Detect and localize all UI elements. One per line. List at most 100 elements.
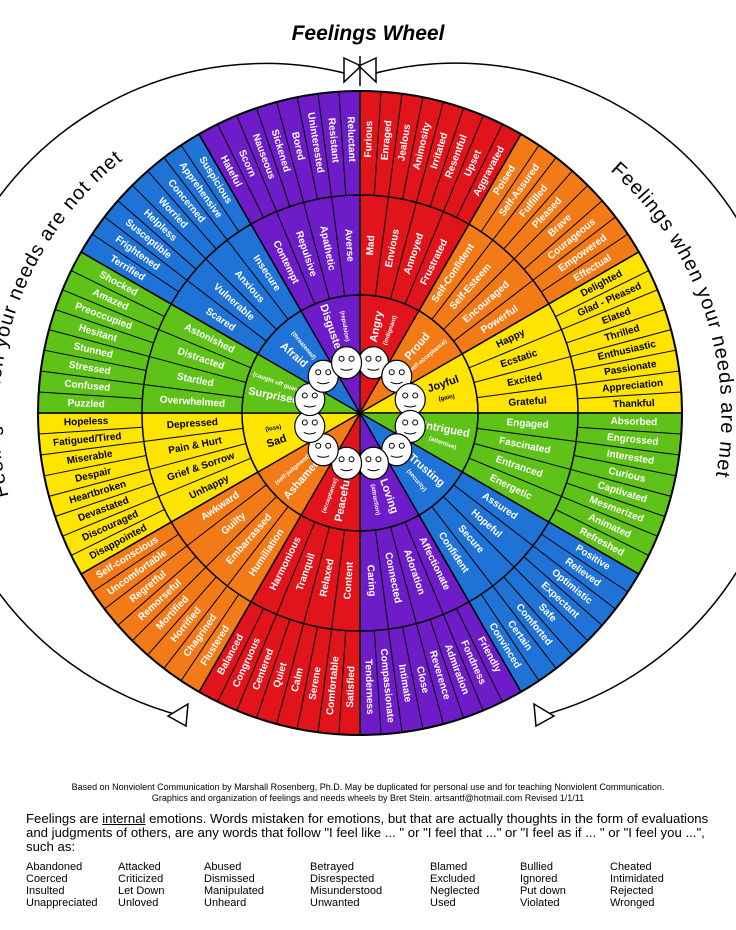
judgment-word: Disrespected [310,873,375,885]
outer-divider [62,495,159,537]
outer-divider [540,533,629,593]
outer-word: Engrossed [606,432,659,448]
mid-divider [149,356,247,383]
face-joyful-icon [394,382,426,417]
judgment-word: Misunderstood [310,885,383,897]
mid-divider [473,356,571,383]
outer-divider [577,426,682,435]
judgment-word: Abused [204,861,242,873]
outer-divider [566,482,666,517]
judgment-word: Used [430,897,456,909]
mid-divider [390,526,417,624]
outer-divider [566,309,666,344]
mid-word: Engaged [506,417,549,431]
outer-divider [523,556,603,626]
mid-divider [158,329,252,369]
outer-divider [91,533,180,593]
outer-divider [513,566,589,642]
outer-divider [40,370,144,386]
mid-divider [390,202,417,300]
outer-divider [70,270,165,318]
mid-divider [158,457,252,497]
outer-divider [429,107,464,207]
outer-divider [561,495,658,537]
outer-divider [338,91,347,196]
mid-word: Mad [365,235,377,256]
judgment-words-grid: Abandoned Attacked Abused Betrayed Blamed Bul… [26,861,726,909]
outer-divider [117,200,197,270]
outer-word: Thankful [613,398,655,410]
outer-divider [48,329,150,358]
outer-divider [373,630,382,735]
outer-divider [256,619,291,719]
mid-word: Grateful [508,395,547,408]
mid-divider [143,384,244,399]
judgment-word: Unappreciated [26,897,98,909]
mid-divider [404,211,444,305]
mid-divider [276,521,316,615]
credits: Based on Nonviolent Communication by Mar… [0,782,736,804]
outer-divider [503,170,573,250]
judgment-word: Attacked [118,861,161,873]
judgment-word: Ignored [520,873,558,885]
page-title: Feelings Wheel [291,22,445,45]
outer-divider [54,482,154,517]
outer-divider [523,200,603,270]
core-sublabel-disgusted: (repulsion) [339,311,350,343]
outer-divider [147,170,217,250]
outer-divider [91,233,180,293]
mid-divider [226,239,289,320]
mid-divider [476,384,577,399]
judgment-word: Criticized [118,873,164,885]
mid-word: Caring [364,564,377,596]
judgment-word: Neglected [430,885,480,897]
outer-divider [44,455,147,477]
outer-divider [236,115,278,212]
outer-word: Enraged [380,120,395,161]
face-disgusted-icon [330,346,363,380]
outer-divider [180,593,240,682]
judgment-word: Let Down [118,885,165,897]
face-loving-icon [357,446,390,480]
arrow-down-left-icon [166,702,189,728]
outer-divider [570,468,672,497]
outer-ring [37,90,683,736]
mid-divider [404,521,444,615]
outer-word: Confused [64,379,111,394]
mid-divider [186,279,267,342]
judgment-word: Bullied [520,861,554,873]
outer-divider [555,508,650,556]
mid-divider [468,329,562,369]
outer-divider [387,93,403,197]
outer-divider [442,115,484,212]
outer-word: Resistant [325,117,340,164]
mid-divider [331,196,346,297]
mid-divider [149,443,247,470]
mid-divider [226,506,289,587]
arrow-top-left-icon [343,56,363,84]
intro-part-2: emotions. Words mistaken for emotions, b… [26,811,709,854]
outer-word: Serene [307,666,323,701]
outer-word: Calm [290,667,306,693]
middle-ring [141,194,579,632]
judgment-word: Dismissed [204,873,255,885]
mid-divider [431,506,494,587]
judgment-word: Coerced [26,873,68,885]
judgment-word: Intimidated [610,873,664,885]
outer-divider [373,91,382,196]
needs-not-met-arc [0,62,349,717]
judgment-word: Betrayed [310,861,355,873]
intro-underlined: internal [102,811,146,826]
outer-divider [480,144,540,233]
mid-divider [468,457,562,497]
outer-divider [104,216,188,281]
mid-divider [453,279,534,342]
mid-word: Depressed [166,417,218,431]
outer-divider [455,123,503,218]
judgment-word: Unwanted [310,897,360,909]
outer-divider [236,614,278,711]
mid-divider [476,427,577,442]
outer-divider [147,576,217,656]
judgment-word: Manipulated [204,885,264,897]
outer-divider [62,289,159,331]
